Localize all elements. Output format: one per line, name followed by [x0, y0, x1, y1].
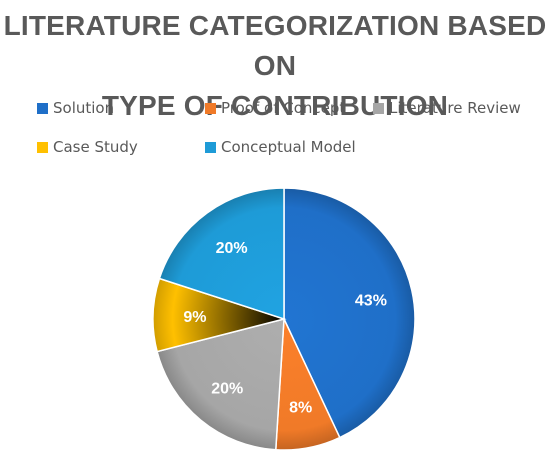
legend-label-proof-of-concept: Proof of Concept [221, 99, 346, 117]
legend-swatch-solution [37, 102, 48, 114]
legend-item-conceptual-model: Conceptual Model [205, 138, 356, 156]
legend-item-proof-of-concept: Proof of Concept [205, 99, 345, 117]
legend-swatch-literature-review [373, 102, 384, 114]
data-label-proof-of-concept: 8% [289, 400, 312, 417]
legend-item-solution: Solution [37, 99, 114, 117]
legend-swatch-conceptual-model [205, 141, 216, 153]
data-label-literature-review: 20% [211, 381, 243, 398]
legend-item-literature-review: Literature Review [373, 99, 521, 117]
data-label-conceptual-model: 20% [216, 240, 248, 257]
chart-title-line-2: TYPE OF CONTRIBUTION [101, 90, 449, 121]
legend-label-solution: Solution [53, 99, 115, 117]
chart-title: LITERATURE CATEGORIZATION BASED ON TYPE … [0, 6, 550, 126]
legend-label-case-study: Case Study [53, 138, 138, 156]
pie-slice-conceptual-model [158, 187, 285, 321]
legend-swatch-proof-of-concept [205, 102, 216, 114]
chart-title-line-1: LITERATURE CATEGORIZATION BASED ON [3, 10, 547, 81]
legend-swatch-case-study [37, 141, 48, 153]
data-label-solution: 43% [355, 293, 387, 310]
data-label-case-study: 9% [183, 309, 206, 326]
legend-label-literature-review: Literature Review [389, 99, 521, 117]
legend-item-case-study: Case Study [37, 138, 138, 156]
pie-slice-solution [283, 187, 416, 439]
legend-label-conceptual-model: Conceptual Model [221, 138, 356, 156]
pie-slice-literature-review [156, 318, 285, 451]
